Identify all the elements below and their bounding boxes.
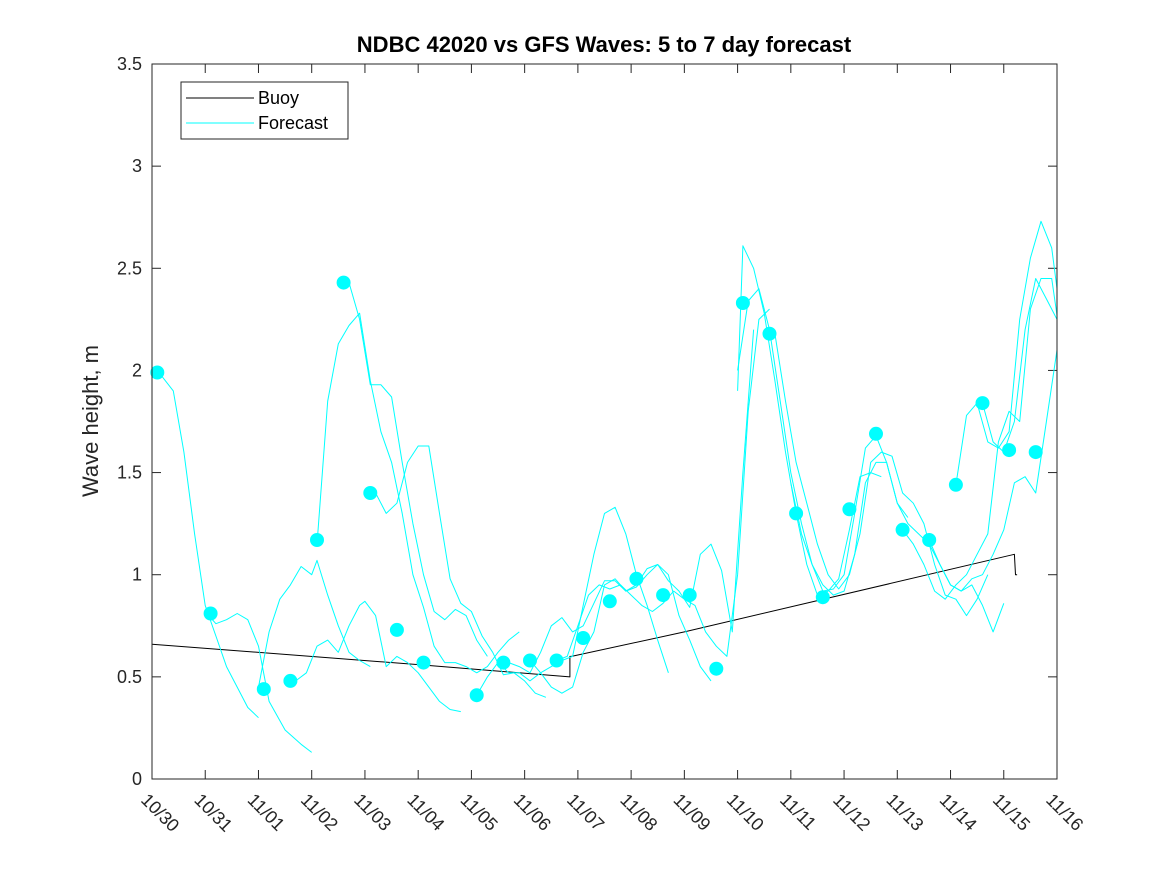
x-tick-label: 11/10 <box>723 790 768 835</box>
forecast-start-marker <box>842 502 857 517</box>
forecast-line <box>737 245 882 596</box>
forecast-markers <box>150 275 1043 703</box>
forecast-start-marker <box>310 533 324 547</box>
forecast-start-marker <box>150 365 165 380</box>
x-tick-label: 11/11 <box>776 790 820 834</box>
forecast-line <box>529 329 755 694</box>
x-tick-label: 11/09 <box>670 790 715 835</box>
x-tick-label: 11/06 <box>510 790 555 835</box>
forecast-start-marker <box>496 655 511 670</box>
y-axis-label: Wave height, m <box>78 345 103 497</box>
x-tick-label: 11/12 <box>829 790 874 835</box>
forecast-start-marker <box>1028 445 1043 460</box>
forecast-start-marker <box>922 533 937 547</box>
forecast-start-marker <box>602 594 617 609</box>
x-tick-label: 11/13 <box>882 790 927 835</box>
forecast-start-marker <box>709 661 724 676</box>
forecast-line <box>295 600 461 713</box>
forecast-start-marker <box>948 477 963 492</box>
x-tick-label: 11/14 <box>936 790 981 835</box>
forecast-start-marker <box>363 486 378 500</box>
y-tick-label: 1 <box>132 565 142 585</box>
y-tick-label: 2 <box>132 360 142 380</box>
x-tick-label: 11/16 <box>1042 790 1087 835</box>
legend-buoy-label: Buoy <box>258 88 299 108</box>
forecast-start-marker <box>735 296 750 310</box>
forecast-line <box>902 278 1058 600</box>
forecast-line <box>928 349 1058 592</box>
forecast-start-marker <box>975 396 990 411</box>
forecast-start-marker <box>416 655 431 670</box>
forecast-start-marker <box>762 326 777 341</box>
tick-marks <box>151 63 1058 780</box>
forecast-line <box>790 461 1005 633</box>
forecast-start-marker <box>469 688 484 703</box>
y-tick-labels: 0 0.5 1 1.5 2 2.5 3 3.5 <box>117 54 142 789</box>
forecast-start-marker <box>629 571 644 586</box>
x-tick-labels: 10/30 10/31 11/01 11/02 11/03 11/04 11/05 11/06… <box>137 790 1087 836</box>
series-lines <box>151 220 1058 753</box>
y-tick-label: 0 <box>132 769 142 789</box>
forecast-start-marker <box>549 653 564 668</box>
y-tick-label: 2.5 <box>117 258 142 278</box>
y-tick-label: 3.5 <box>117 54 142 74</box>
plot-area-frame <box>151 63 1058 780</box>
x-tick-label: 10/31 <box>190 790 236 836</box>
x-tick-label: 10/30 <box>137 790 183 836</box>
x-tick-label: 11/03 <box>350 790 395 835</box>
forecast-start-marker <box>256 682 271 697</box>
forecast-start-marker <box>283 673 298 688</box>
forecast-start-marker <box>656 588 671 603</box>
forecast-start-marker <box>895 522 910 537</box>
forecast-start-marker <box>789 506 804 521</box>
forecast-start-marker <box>576 631 591 645</box>
forecast-line <box>375 445 547 698</box>
forecast-line <box>955 220 1058 485</box>
forecast-start-marker <box>869 426 883 441</box>
x-tick-label: 11/07 <box>563 790 608 835</box>
forecast-start-marker <box>203 606 218 621</box>
forecast-line <box>316 312 520 674</box>
forecast-line <box>556 308 770 661</box>
forecast-line <box>348 282 488 657</box>
x-tick-label: 11/08 <box>616 790 661 835</box>
x-tick-label: 11/01 <box>244 790 289 835</box>
forecast-start-marker <box>523 653 537 668</box>
forecast-start-marker <box>815 590 830 605</box>
forecast-start-marker <box>389 622 404 637</box>
legend: Buoy Forecast <box>180 81 349 140</box>
legend-forecast-label: Forecast <box>258 113 328 133</box>
x-tick-label: 11/15 <box>989 790 1034 835</box>
buoy-line <box>151 553 1018 678</box>
legend-box <box>180 81 349 140</box>
x-tick-label: 11/02 <box>297 790 342 835</box>
forecast-start-marker <box>336 275 351 290</box>
y-tick-label: 0.5 <box>117 667 142 687</box>
x-tick-label: 11/05 <box>457 790 502 835</box>
forecast-line <box>204 611 313 753</box>
y-tick-label: 3 <box>132 156 142 176</box>
forecast-line <box>508 564 712 682</box>
forecast-start-marker <box>682 588 697 603</box>
y-tick-label: 1.5 <box>117 463 142 483</box>
forecast-line <box>982 278 1058 453</box>
x-tick-label: 11/04 <box>403 790 448 835</box>
forecast-line <box>258 559 371 688</box>
forecast-line <box>156 370 259 719</box>
chart-title: NDBC 42020 vs GFS Waves: 5 to 7 day fore… <box>357 32 852 57</box>
forecast-start-marker <box>1002 443 1017 458</box>
forecast-line <box>774 333 989 617</box>
